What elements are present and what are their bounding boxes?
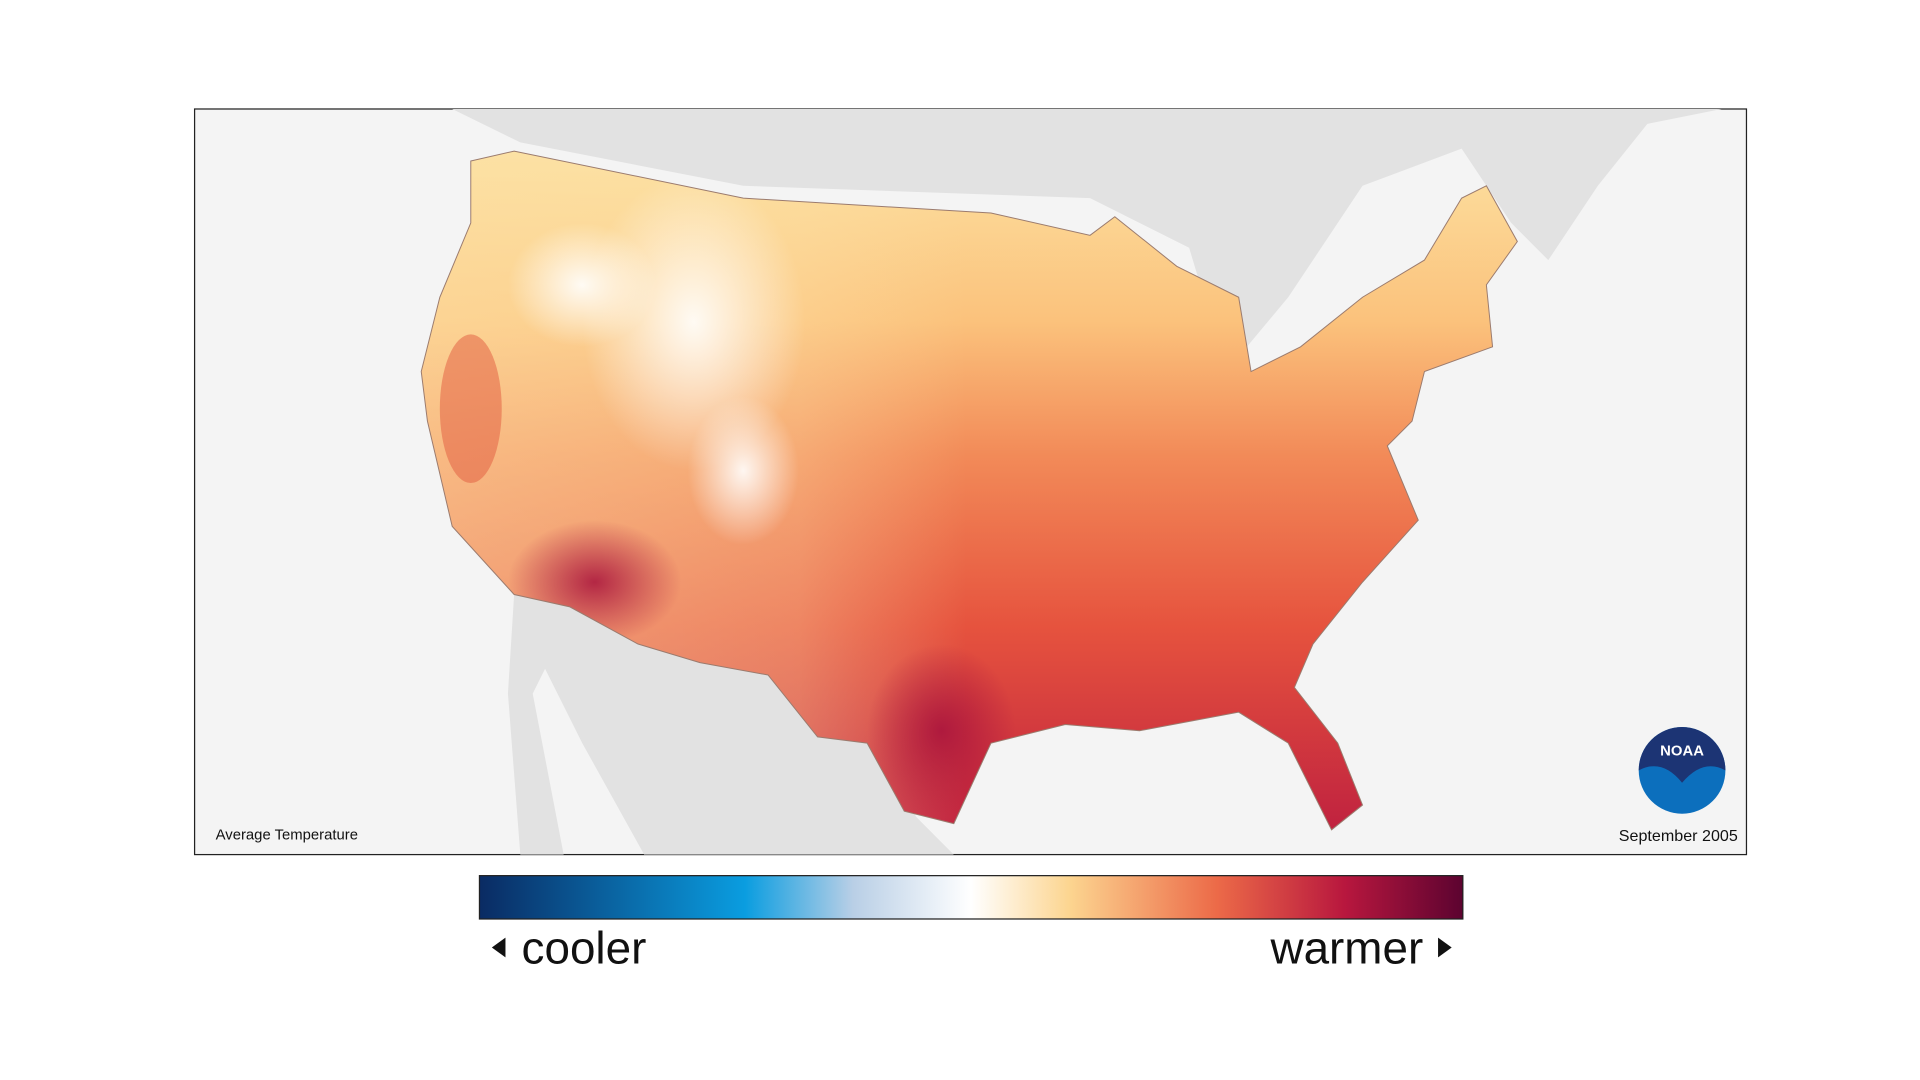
logo-text: NOAA xyxy=(1660,744,1704,760)
mexico xyxy=(507,594,954,855)
surrounding-land xyxy=(452,108,1722,855)
color-legend: cooler warmer xyxy=(478,875,1464,974)
map-panel: Average Temperature September 2005 NOAA xyxy=(193,108,1748,856)
map-date: September 2005 xyxy=(1619,827,1738,845)
map-label: Average Temperature xyxy=(216,828,358,844)
warmer-label: warmer xyxy=(1269,923,1423,974)
cooler-label: cooler xyxy=(522,923,647,974)
noaa-logo: NOAA xyxy=(1638,727,1726,814)
left-arrow xyxy=(491,937,506,958)
right-arrow xyxy=(1438,937,1452,958)
color-bar xyxy=(478,875,1464,920)
canada xyxy=(452,108,1722,372)
